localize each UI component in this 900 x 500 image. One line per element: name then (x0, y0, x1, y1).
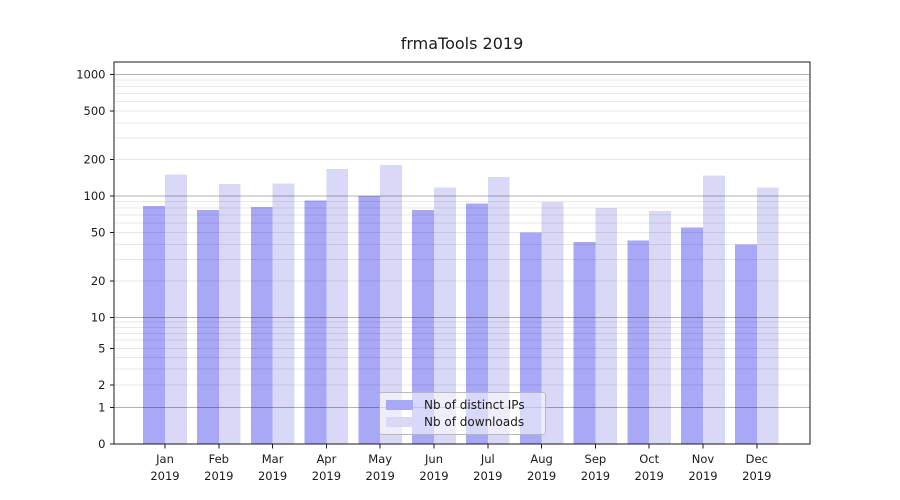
x-tick-label-month: Feb (209, 452, 229, 466)
bar-downloads-9 (595, 207, 618, 444)
x-tick-label-year: 2019 (366, 469, 395, 483)
bar-downloads-5 (380, 165, 402, 444)
x-tick-label-month: Jan (155, 452, 174, 466)
x-tick-label-year: 2019 (204, 469, 233, 483)
chart-title: frmaTools 2019 (400, 34, 524, 53)
y-tick-label: 100 (84, 189, 106, 203)
y-tick-label: 10 (91, 311, 106, 325)
bar-downloads-12 (756, 187, 779, 445)
bar-distinct-ips-7 (466, 203, 488, 444)
bar-distinct-ips-9 (573, 241, 596, 444)
y-tick-label: 0 (98, 437, 105, 451)
x-tick-label-year: 2019 (742, 469, 771, 483)
legend-label-distinct-ips: Nb of distinct IPs (424, 397, 525, 412)
bar-distinct-ips-3 (250, 207, 273, 444)
x-tick-label-year: 2019 (150, 469, 179, 483)
legend-swatch-distinct-ips (386, 400, 413, 410)
y-tick-label: 1 (98, 400, 105, 414)
legend-item-distinct-ips: Nb of distinct IPs (386, 397, 537, 414)
x-tick-label-month: Jun (424, 452, 443, 466)
y-tick-label: 500 (84, 104, 106, 118)
bar-distinct-ips-6 (412, 209, 434, 444)
bar-distinct-ips-5 (358, 196, 381, 444)
legend-label-downloads: Nb of downloads (424, 414, 525, 429)
bar-distinct-ips-1 (143, 205, 165, 444)
bar-downloads-11 (703, 175, 725, 445)
bar-distinct-ips-11 (681, 227, 703, 444)
y-tick-label: 20 (91, 274, 106, 288)
bar-downloads-10 (649, 211, 671, 444)
bar-downloads-2 (218, 184, 241, 444)
bar-distinct-ips-10 (627, 240, 650, 444)
y-tick-label: 50 (91, 226, 106, 240)
x-tick-label-year: 2019 (635, 469, 664, 483)
x-tick-label-month: Mar (262, 452, 284, 466)
legend-swatch-downloads (386, 417, 413, 427)
bar-downloads-3 (272, 183, 295, 444)
bar-distinct-ips-8 (519, 232, 542, 444)
bar-downloads-6 (434, 187, 456, 445)
y-tick-label: 1000 (76, 68, 105, 82)
y-tick-label: 2 (98, 378, 105, 392)
x-tick-label-month: Dec (746, 452, 768, 466)
x-tick-label-year: 2019 (473, 469, 502, 483)
legend: Nb of distinct IPs Nb of downloads (379, 392, 546, 435)
x-tick-label-year: 2019 (527, 469, 556, 483)
bar-distinct-ips-4 (304, 200, 327, 444)
plot-border (113, 61, 811, 445)
y-tick-label: 5 (98, 341, 105, 355)
bar-downloads-7 (487, 176, 510, 445)
x-tick-label-year: 2019 (581, 469, 610, 483)
x-tick-label-year: 2019 (419, 469, 448, 483)
x-tick-label-month: Nov (692, 452, 715, 466)
x-tick-label-month: Oct (639, 452, 659, 466)
legend-item-downloads: Nb of downloads (386, 414, 537, 431)
bar-distinct-ips-12 (735, 244, 757, 444)
x-tick-label-year: 2019 (258, 469, 287, 483)
x-tick-label-month: Apr (316, 452, 336, 466)
y-tick-label: 200 (84, 152, 106, 166)
x-tick-label-year: 2019 (312, 469, 341, 483)
bar-distinct-ips-2 (197, 209, 219, 444)
x-tick-label-month: May (368, 452, 392, 466)
x-tick-label-year: 2019 (688, 469, 717, 483)
x-tick-label-month: Sep (585, 452, 607, 466)
bar-downloads-8 (541, 202, 564, 444)
x-tick-label-month: Jul (480, 452, 495, 466)
bar-downloads-1 (165, 174, 187, 444)
x-tick-label-month: Aug (530, 452, 552, 466)
bar-downloads-4 (326, 168, 349, 444)
